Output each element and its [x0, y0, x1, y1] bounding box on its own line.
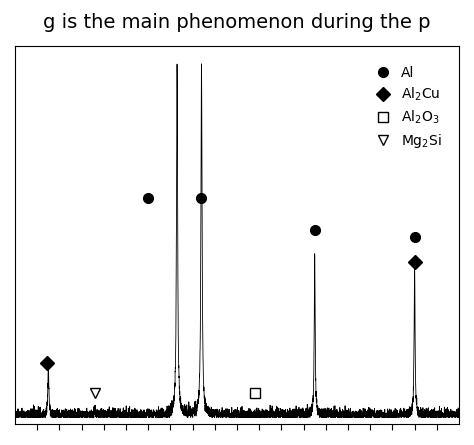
Text: g is the main phenomenon during the p: g is the main phenomenon during the p: [43, 13, 431, 32]
Legend: Al, Al$_2$Cu, Al$_2$O$_3$, Mg$_2$Si: Al, Al$_2$Cu, Al$_2$O$_3$, Mg$_2$Si: [364, 61, 447, 155]
